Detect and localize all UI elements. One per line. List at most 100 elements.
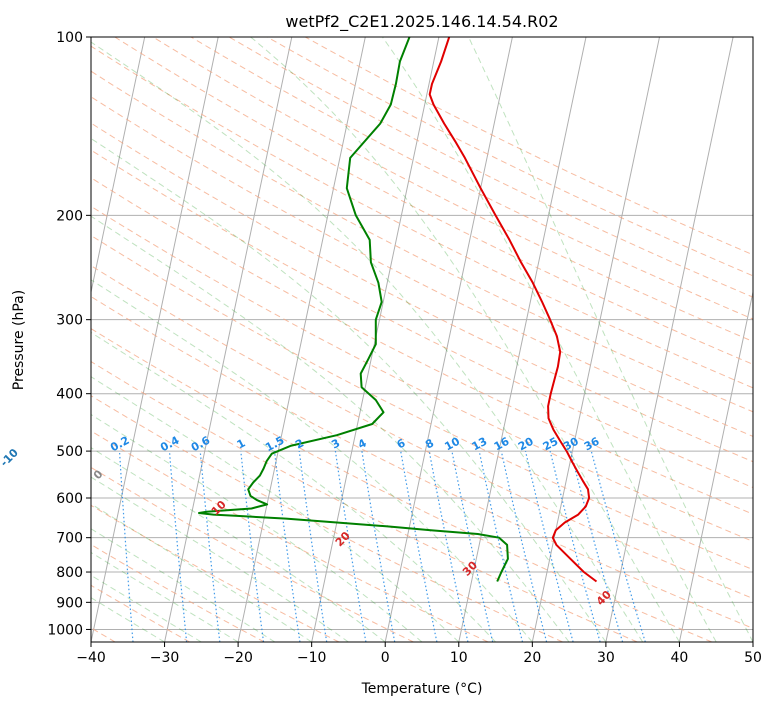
- dry-adiabat-line: [91, 296, 753, 629]
- moist-adiabat-line: [381, 37, 717, 642]
- moist-adiabat-line: [91, 41, 644, 642]
- mixing-ratio-line: [118, 451, 134, 642]
- x-tick-label: 0: [381, 650, 390, 666]
- y-tick-label: 100: [56, 30, 83, 46]
- isotherm-line: [752, 639, 753, 642]
- mixing-ratio-line: [451, 450, 494, 642]
- dry-adiabat-label: -10: [0, 446, 21, 469]
- mixing-ratio-label: 8: [423, 436, 436, 451]
- isotherm-line: [237, 37, 366, 642]
- x-tick-label: −30: [150, 650, 180, 666]
- mixing-ratio-label: 36: [582, 435, 602, 454]
- y-tick-label: 1000: [47, 622, 83, 638]
- x-tick-label: −10: [297, 650, 327, 666]
- x-tick-label: 20: [523, 650, 541, 666]
- x-tick-label: 10: [450, 650, 468, 666]
- y-tick-label: 700: [56, 531, 83, 547]
- mixing-ratio-label: 3: [329, 436, 342, 451]
- y-axis-title: Pressure (hPa): [11, 290, 27, 390]
- mixing-ratio-line: [199, 451, 221, 642]
- y-tick-label: 200: [56, 208, 83, 224]
- moist-adiabat-line: [250, 37, 680, 642]
- mixing-ratio-line: [298, 451, 328, 642]
- y-tick-label: 800: [56, 565, 83, 581]
- x-tick-label: −20: [223, 650, 253, 666]
- isotherm-line: [91, 37, 219, 642]
- isotherm-line: [164, 37, 293, 642]
- moist-adiabat-line: [91, 137, 607, 642]
- moist-adiabat-line: [91, 551, 239, 642]
- mixing-ratio-line: [524, 450, 574, 642]
- mixing-ratio-label: 6: [395, 436, 408, 451]
- dry-adiabat-line: [152, 37, 753, 343]
- mixing-ratio-label: 4: [356, 436, 369, 451]
- x-tick-label: 40: [671, 650, 689, 666]
- x-tick-label: 50: [744, 650, 762, 666]
- isotherm-line: [678, 289, 753, 642]
- moist-adiabat-line: [91, 447, 386, 642]
- moist-adiabat-line: [91, 331, 496, 642]
- mixing-ratio-line: [400, 450, 438, 642]
- y-tick-label: 900: [56, 595, 83, 611]
- mixing-ratio-line: [273, 451, 301, 642]
- isotherm-line: [384, 37, 513, 642]
- temperature-series-line: [428, 37, 598, 583]
- y-tick-label: 300: [56, 313, 83, 329]
- isotherm-line: [605, 37, 734, 642]
- isotherm-line: [531, 37, 660, 642]
- dry-adiabat-line: [91, 430, 489, 642]
- dry-adiabat-line: [114, 37, 753, 365]
- mixing-ratio-line: [478, 450, 524, 642]
- mixing-ratio-line: [570, 450, 624, 642]
- mixing-ratio-label: 25: [541, 435, 561, 454]
- background-lines: [91, 37, 753, 642]
- x-tick-label: 30: [597, 650, 615, 666]
- dry-adiabat-line: [91, 395, 563, 642]
- mixing-ratio-label: 10: [442, 435, 462, 454]
- mixing-ratio-line: [590, 450, 646, 642]
- chart-title: wetPf2_C2E1.2025.146.14.54.R02: [285, 12, 558, 32]
- dry-adiabat-line: [91, 234, 753, 571]
- dry-adiabat-line: [91, 466, 414, 642]
- moist-adiabat-line: [91, 215, 570, 642]
- moist-adiabat-line: [91, 376, 460, 642]
- dry-adiabat-line: [91, 149, 753, 489]
- mixing-ratio-line: [168, 451, 188, 642]
- y-tick-label: 600: [56, 491, 83, 507]
- moist-adiabat-line: [91, 574, 202, 642]
- mixing-ratio-label: 13: [470, 435, 490, 454]
- x-axis-title: Temperature (°C): [361, 681, 483, 697]
- dewpoint-series-line: [198, 37, 509, 582]
- mixing-ratio-line: [361, 451, 396, 642]
- dry-adiabat-line: [91, 360, 638, 642]
- dry-adiabat-line: [91, 177, 753, 515]
- mixing-ratio-label: 2: [293, 436, 306, 451]
- moist-adiabat-line: [91, 279, 533, 642]
- moist-adiabat-line: [91, 528, 276, 642]
- dry-adiabat-line: [91, 205, 753, 543]
- mixing-ratio-line: [334, 451, 367, 642]
- isotherm-line: [458, 37, 587, 642]
- moist-adiabat-line: [468, 37, 753, 642]
- y-tick-label: 500: [56, 444, 83, 460]
- mixing-ratio-label: 16: [492, 435, 512, 454]
- mixing-ratio-label: 20: [516, 435, 536, 454]
- dry-adiabat-line: [91, 96, 753, 437]
- dry-adiabat-line: [91, 504, 340, 642]
- ticks-layer: 0.20.40.611.52346810131620253036-100-90-…: [0, 30, 762, 666]
- dry-adiabat-line: [91, 328, 712, 642]
- dry-adiabat-line: [91, 45, 753, 389]
- mixing-ratio-line: [500, 450, 548, 642]
- dry-adiabat-line: [91, 265, 753, 600]
- mixing-ratio-label: 30: [561, 435, 581, 454]
- dry-adiabat-line: [91, 122, 753, 463]
- mixing-ratio-line: [428, 450, 469, 642]
- y-tick-label: 400: [56, 387, 83, 403]
- isotherm-line: [91, 37, 146, 295]
- plot-frame: [90, 36, 754, 643]
- mixing-ratio-label: 1: [235, 436, 248, 451]
- mixing-ratio-line: [240, 451, 265, 642]
- moist-adiabat-line: [91, 476, 349, 642]
- dry-adiabat-line: [91, 70, 753, 413]
